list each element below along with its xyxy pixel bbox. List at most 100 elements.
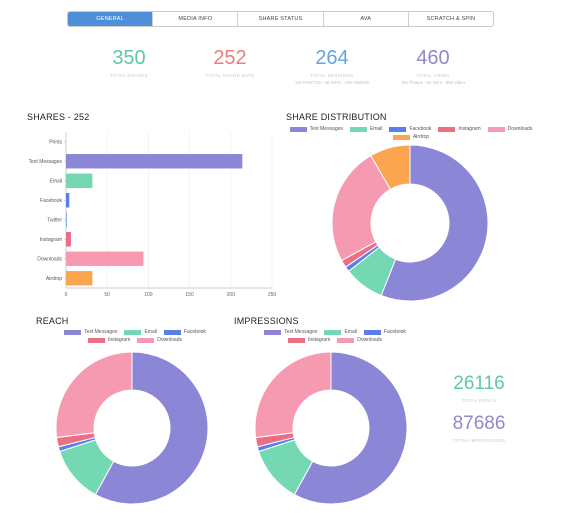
distribution-legend: Text Messages Email Facebook Instagram Downl… <box>286 126 536 140</box>
donut-slice <box>380 144 489 302</box>
legend-swatch <box>64 329 82 335</box>
legend-label: Facebook <box>183 329 206 335</box>
total-reach: 26116 TOTAL REACH <box>419 373 539 404</box>
legend-swatch <box>363 329 381 335</box>
legend-label: Facebook <box>383 329 406 335</box>
bar <box>66 232 71 247</box>
legend-item[interactable]: Email <box>349 126 383 132</box>
stat-total-views: 460 TOTAL VIEWS 161 Photos - 81 GIFs - 8… <box>378 47 488 85</box>
legend-item[interactable]: Facebook <box>163 329 206 335</box>
x-tick-label: 100 <box>144 292 153 298</box>
category-label: Prints <box>49 140 62 146</box>
tab-ava[interactable]: AVA <box>322 12 408 26</box>
bar <box>66 251 144 266</box>
reach-donut-chart <box>55 351 209 505</box>
legend-item[interactable]: Downloads <box>337 337 382 343</box>
legend-item[interactable]: Instagram <box>88 337 130 343</box>
stat-total-sessions: 264 TOTAL SESSIONS 110 PHOTOS - 48 GIFS … <box>277 47 387 85</box>
reach-title: REACH <box>36 316 69 326</box>
legend-item[interactable]: Text Messages <box>264 329 317 335</box>
legend-swatch <box>392 134 410 140</box>
legend-swatch <box>438 126 456 132</box>
tab-bar: GENERAL MEDIA INFO SHARE STATUS AVA SCRA… <box>67 11 494 27</box>
legend-label: Email <box>369 126 383 132</box>
legend-item[interactable]: Text Messages <box>289 126 343 132</box>
legend-swatch <box>389 126 407 132</box>
legend-item[interactable]: Facebook <box>389 126 431 132</box>
legend-swatch <box>88 337 105 343</box>
share-distribution-title: SHARE DISTRIBUTION <box>286 112 387 122</box>
legend-item[interactable]: Email <box>324 329 357 335</box>
legend-label: Instagram <box>108 337 131 343</box>
shares-title: SHARES - 252 <box>27 112 90 122</box>
donut-slice <box>370 144 411 190</box>
legend-swatch <box>288 337 305 343</box>
bar <box>66 193 70 208</box>
legend-swatch <box>163 329 181 335</box>
category-label: Text Messages <box>29 159 63 165</box>
legend-item[interactable]: Facebook <box>363 329 406 335</box>
legend-label: Airdrop <box>412 134 430 140</box>
legend-label: Downloads <box>357 337 382 343</box>
legend-label: Downloads <box>157 337 182 343</box>
legend-item[interactable]: Text Messages <box>64 329 117 335</box>
donut-slice <box>55 351 133 439</box>
x-tick-label: 200 <box>227 292 236 298</box>
stat-value: 350 <box>112 47 146 69</box>
impressions-legend: Text Messages Email Facebook Instagram Downl… <box>240 329 430 343</box>
bar <box>66 154 243 169</box>
stat-label: TOTAL SESSIONS <box>310 73 354 78</box>
category-label: Airdrop <box>46 276 62 282</box>
total-impressions-label: TOTAL IMPRESSIONS <box>452 438 506 443</box>
legend-label: Email <box>144 329 157 335</box>
stat-value: 252 <box>213 47 247 69</box>
x-tick-label: 0 <box>65 292 68 298</box>
legend-swatch <box>264 329 282 335</box>
category-label: Instagram <box>40 237 62 243</box>
legend-label: Instagram <box>308 337 331 343</box>
tab-share-status[interactable]: SHARE STATUS <box>237 12 322 26</box>
legend-swatch <box>337 337 355 343</box>
legend-label: Email <box>344 329 357 335</box>
total-reach-label: TOTAL REACH <box>461 398 497 403</box>
legend-swatch <box>349 126 367 132</box>
stat-value: 264 <box>315 47 349 69</box>
impressions-donut-chart <box>254 351 408 505</box>
stat-label: TOTAL VIEWS <box>416 73 450 78</box>
legend-label: Downloads <box>507 126 533 132</box>
total-reach-value: 26116 <box>453 373 505 394</box>
donut-slice <box>94 351 209 505</box>
donut-slice <box>293 351 408 505</box>
legend-item[interactable]: Instagram <box>288 337 330 343</box>
bar <box>66 271 93 286</box>
legend-swatch <box>124 329 142 335</box>
tab-media-info[interactable]: MEDIA INFO <box>152 12 237 26</box>
category-label: Facebook <box>40 198 62 204</box>
legend-item[interactable]: Downloads <box>487 126 533 132</box>
stat-label: TOTAL SHARES <box>110 73 148 78</box>
legend-swatch <box>487 126 505 132</box>
bar <box>66 173 93 188</box>
x-tick-label: 250 <box>268 292 277 298</box>
x-tick-label: 150 <box>185 292 194 298</box>
legend-item[interactable]: Downloads <box>137 337 182 343</box>
stat-total-shares: 350 TOTAL SHARES <box>74 47 184 78</box>
legend-label: Facebook <box>409 126 432 132</box>
donut-slice <box>331 154 392 262</box>
category-label: Email <box>49 179 62 185</box>
impressions-title: IMPRESSIONS <box>234 316 299 326</box>
legend-item[interactable]: Email <box>124 329 157 335</box>
legend-label: Text Messages <box>284 329 318 335</box>
legend-label: Instagram <box>458 126 481 132</box>
stat-sub: 110 PHOTOS - 48 GIFS - 106 VIDEOS <box>294 80 370 85</box>
category-label: Downloads <box>37 257 62 263</box>
legend-item[interactable]: Airdrop <box>392 134 430 140</box>
tab-general[interactable]: GENERAL <box>68 12 153 26</box>
legend-swatch <box>324 329 342 335</box>
legend-swatch <box>289 126 307 132</box>
legend-swatch <box>137 337 155 343</box>
legend-item[interactable]: Instagram <box>438 126 481 132</box>
distribution-donut-chart <box>331 144 489 302</box>
tab-scratch-spin[interactable]: SCRATCH & SPIN <box>407 12 493 26</box>
stat-value: 460 <box>416 47 450 69</box>
